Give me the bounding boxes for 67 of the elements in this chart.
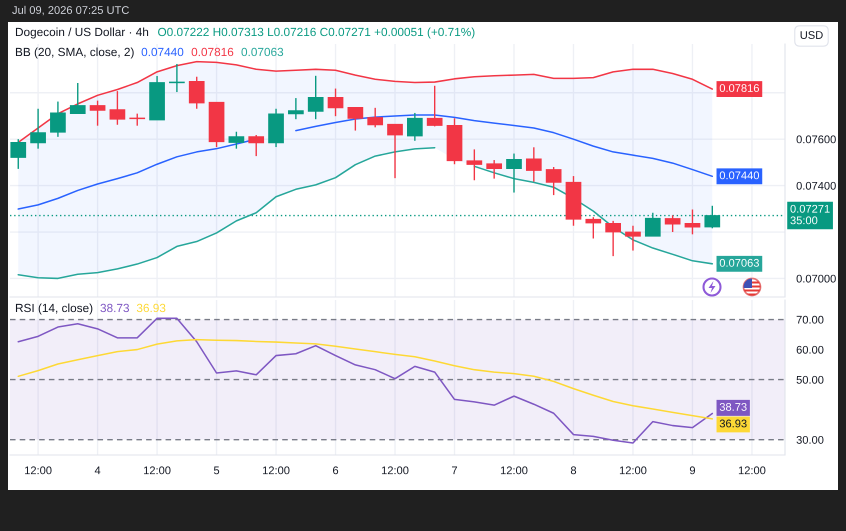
x-tick-label: 9 [690, 466, 696, 474]
candlestick [228, 131, 244, 150]
candlestick [625, 225, 641, 252]
text: O0.07222 H0.07313 L0.07216 C0.07271 +0.00051 (+0.71%) [158, 28, 474, 38]
candlestick [546, 166, 562, 196]
x-tick-label: 7 [452, 466, 458, 474]
series-label: 38.73 [100, 304, 130, 312]
candlestick [30, 108, 46, 150]
x-tick-label: 12:00 [620, 466, 646, 474]
y-tick-label: 70.00 [796, 316, 824, 324]
data-label: 0.07063 [720, 258, 759, 267]
candlestick [308, 75, 324, 120]
candlestick [348, 106, 364, 132]
y-tick-label: 0.07400 [796, 182, 836, 190]
candlestick [664, 214, 680, 233]
y-tick-label: 0.07600 [796, 135, 836, 144]
ref-line-label: 0.07271 35:00 [790, 204, 830, 224]
x-tick-label: 6 [333, 466, 338, 474]
y-tick-label: 50.00 [796, 376, 824, 384]
text: 36.93 [136, 304, 166, 312]
x-tick-label: 5 [214, 466, 220, 474]
x-tick-label: 12:00 [382, 466, 408, 474]
x-tick-label: 12:00 [262, 466, 290, 474]
chart-title: Dogecoin / US Dollar · 4h [16, 28, 148, 38]
y-tick-label: 60.00 [796, 346, 824, 354]
x-tick-label: 4 [94, 466, 100, 474]
data-label: 0.07440 [720, 171, 760, 180]
candlestick [50, 100, 66, 138]
candlestick [406, 112, 423, 142]
candlestick [684, 208, 700, 236]
y-tick-label: 0.07000 [796, 274, 836, 283]
candlestick [10, 138, 26, 170]
candlestick [367, 107, 384, 128]
x-tick-label: 12:00 [738, 466, 766, 474]
candlestick [328, 88, 344, 117]
text: 0.07063 [241, 48, 284, 56]
candlestick [169, 63, 185, 93]
candlestick [70, 82, 86, 114]
legend-title: RSI (14, close) [16, 303, 92, 314]
data-label: 0.07816 [720, 84, 759, 92]
candlestick [90, 100, 106, 126]
y-axis-title: USD [800, 31, 823, 39]
candlestick [129, 112, 146, 126]
candlestick [486, 159, 502, 180]
candlestick [110, 90, 126, 126]
data-label: 38.73 [720, 402, 747, 411]
candlestick [506, 152, 522, 194]
x-tick-label: 12:00 [144, 466, 171, 474]
candlestick [466, 148, 482, 181]
text: Jul 09, 2026 07:25 UTC [12, 6, 129, 16]
data-label: 36.93 [720, 420, 747, 428]
candlestick [387, 124, 403, 179]
candlestick [248, 134, 264, 157]
chart-subtitle: BB (20, SMA, close, 2) [16, 48, 134, 58]
x-tick-label: 12:00 [25, 466, 52, 474]
text: 0.07440 [142, 48, 184, 56]
candlestick [605, 220, 621, 257]
candlestick [526, 146, 542, 182]
x-tick-label: 12:00 [500, 466, 528, 474]
y-tick-label: 30.00 [796, 436, 824, 444]
candlestick [585, 216, 602, 240]
candlestick [188, 76, 205, 110]
candlestick [288, 97, 304, 120]
candlestick [426, 85, 443, 128]
x-tick-label: 8 [570, 466, 576, 474]
series-label: 0.07816 [192, 48, 234, 56]
line-series [17, 338, 714, 420]
